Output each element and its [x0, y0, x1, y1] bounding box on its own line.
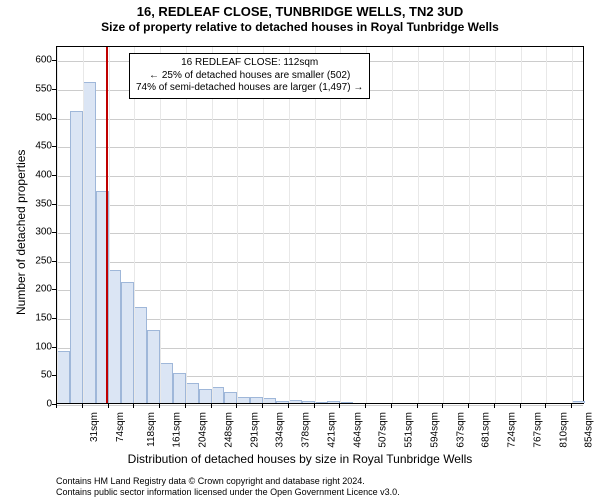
- footer-line: Contains public sector information licen…: [56, 487, 400, 498]
- chart-container: 16, REDLEAF CLOSE, TUNBRIDGE WELLS, TN2 …: [0, 0, 600, 500]
- gridline: [237, 47, 238, 403]
- histogram-bar: [160, 363, 173, 403]
- histogram-bar: [212, 387, 225, 403]
- x-tick-label: 637sqm: [455, 412, 466, 448]
- gridline: [57, 47, 58, 403]
- x-tick-label: 204sqm: [198, 412, 209, 448]
- histogram-bar: [263, 398, 276, 403]
- gridline: [186, 47, 187, 403]
- y-tick-label: 600: [12, 55, 52, 66]
- histogram-bar: [340, 402, 353, 403]
- histogram-bar: [70, 111, 83, 403]
- annotation-line: 74% of semi-detached houses are larger (…: [136, 82, 363, 95]
- x-tick-label: 724sqm: [507, 412, 518, 448]
- footer-line: Contains HM Land Registry data © Crown c…: [56, 476, 400, 487]
- y-tick-label: 500: [12, 112, 52, 123]
- gridline: [57, 405, 583, 406]
- gridline: [572, 47, 573, 403]
- gridline: [340, 47, 341, 403]
- gridline: [134, 47, 135, 403]
- x-tick-label: 810sqm: [558, 412, 569, 448]
- histogram-bar: [134, 307, 147, 403]
- histogram-bar: [147, 330, 160, 403]
- y-tick-label: 200: [12, 284, 52, 295]
- gridline: [57, 176, 583, 177]
- annotation-line: ← 25% of detached houses are smaller (50…: [136, 70, 363, 83]
- x-tick-label: 118sqm: [145, 412, 156, 447]
- x-tick-label: 507sqm: [378, 412, 389, 448]
- histogram-bar: [199, 389, 212, 403]
- x-tick-label: 378sqm: [301, 412, 312, 448]
- annotation-box: 16 REDLEAF CLOSE: 112sqm← 25% of detache…: [129, 53, 370, 99]
- annotation-line: 16 REDLEAF CLOSE: 112sqm: [136, 57, 363, 70]
- y-tick-label: 250: [12, 255, 52, 266]
- y-tick-label: 100: [12, 341, 52, 352]
- x-tick-label: 767sqm: [532, 412, 543, 448]
- gridline: [366, 47, 367, 403]
- plot-area: 16 REDLEAF CLOSE: 112sqm← 25% of detache…: [56, 46, 584, 404]
- gridline: [392, 47, 393, 403]
- gridline: [418, 47, 419, 403]
- gridline: [546, 47, 547, 403]
- x-tick-label: 551sqm: [404, 412, 415, 448]
- histogram-bar: [186, 383, 199, 403]
- y-tick-label: 0: [12, 399, 52, 410]
- gridline: [57, 119, 583, 120]
- y-tick-label: 350: [12, 198, 52, 209]
- gridline: [57, 147, 583, 148]
- y-tick-label: 300: [12, 227, 52, 238]
- gridline: [57, 233, 583, 234]
- gridline: [57, 205, 583, 206]
- histogram-bar: [57, 351, 70, 403]
- gridline: [469, 47, 470, 403]
- y-tick-label: 50: [12, 370, 52, 381]
- gridline: [521, 47, 522, 403]
- chart-subtitle: Size of property relative to detached ho…: [0, 20, 600, 34]
- histogram-bar: [250, 397, 263, 403]
- x-tick-label: 291sqm: [249, 412, 260, 448]
- gridline: [443, 47, 444, 403]
- histogram-bar: [109, 270, 122, 403]
- histogram-bar: [224, 392, 237, 403]
- histogram-bar: [121, 282, 134, 403]
- x-tick-label: 248sqm: [223, 412, 234, 448]
- gridline: [212, 47, 213, 403]
- histogram-bar: [302, 401, 315, 403]
- x-tick-label: 74sqm: [115, 412, 126, 442]
- gridline: [57, 262, 583, 263]
- gridline: [495, 47, 496, 403]
- gridline: [289, 47, 290, 403]
- y-tick-label: 400: [12, 169, 52, 180]
- gridline: [263, 47, 264, 403]
- x-tick-label: 31sqm: [89, 412, 100, 442]
- x-axis-label: Distribution of detached houses by size …: [0, 452, 600, 466]
- x-tick-label: 421sqm: [326, 412, 337, 448]
- x-tick-label: 854sqm: [584, 412, 595, 448]
- histogram-bar: [572, 401, 585, 403]
- gridline: [109, 47, 110, 403]
- x-tick-label: 334sqm: [275, 412, 286, 448]
- histogram-bar: [83, 82, 96, 403]
- histogram-bar: [327, 401, 340, 403]
- histogram-bar: [289, 400, 302, 403]
- x-tick-label: 594sqm: [429, 412, 440, 448]
- gridline: [160, 47, 161, 403]
- gridline: [83, 47, 84, 403]
- histogram-bar: [315, 402, 328, 403]
- property-marker-line: [106, 47, 108, 403]
- x-tick-label: 161sqm: [172, 412, 183, 448]
- histogram-bar: [237, 397, 250, 403]
- histogram-bar: [173, 373, 186, 403]
- gridline: [315, 47, 316, 403]
- x-tick-label: 464sqm: [352, 412, 363, 448]
- histogram-bar: [276, 401, 289, 403]
- y-tick-label: 150: [12, 313, 52, 324]
- y-tick-label: 450: [12, 141, 52, 152]
- x-tick-label: 681sqm: [481, 412, 492, 448]
- footer-attribution: Contains HM Land Registry data © Crown c…: [56, 476, 400, 499]
- y-tick-label: 550: [12, 83, 52, 94]
- gridline: [57, 290, 583, 291]
- chart-title: 16, REDLEAF CLOSE, TUNBRIDGE WELLS, TN2 …: [0, 0, 600, 20]
